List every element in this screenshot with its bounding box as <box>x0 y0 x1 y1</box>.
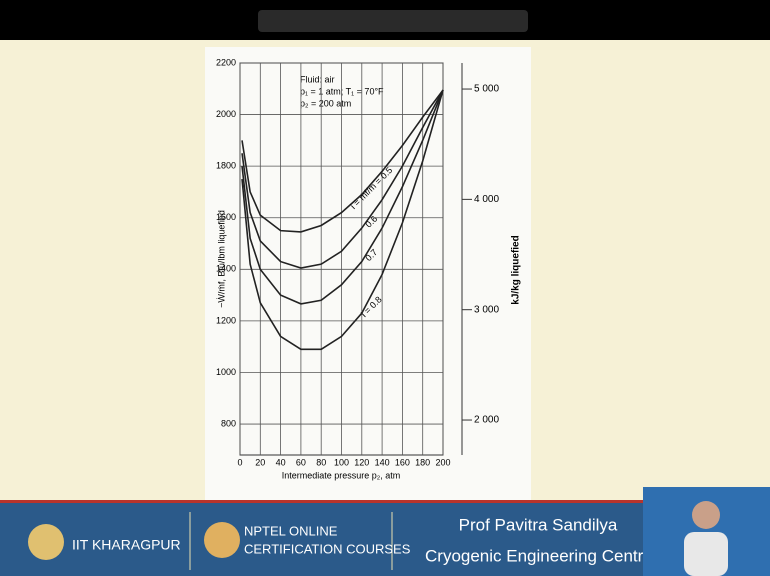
y-tick-label: 2200 <box>216 57 236 67</box>
screen: IIT KHARAGPUR NPTEL ONLINE CERTIFICATION… <box>0 0 770 576</box>
nptel-line2: CERTIFICATION COURSES <box>244 541 411 556</box>
y-tick-label: 1400 <box>216 264 236 274</box>
x-tick-label: 100 <box>334 457 349 467</box>
annotation: p₂ = 200 atm <box>300 98 351 108</box>
x-tick-label: 200 <box>435 457 450 467</box>
x-tick-label: 80 <box>316 457 326 467</box>
x-tick-label: 120 <box>354 457 369 467</box>
x-tick-label: 160 <box>395 457 410 467</box>
y-tick-label: 800 <box>221 418 236 428</box>
nptel-logo <box>204 522 240 558</box>
y-tick-label: 1600 <box>216 212 236 222</box>
y2-axis-label: kJ/kg liquefied <box>511 235 522 304</box>
institute: IIT KHARAGPUR <box>72 537 181 553</box>
presenter-body <box>684 532 728 576</box>
y-tick-label: 2000 <box>216 109 236 119</box>
y2-tick-label: 3 000 <box>474 304 499 315</box>
presenter: Prof Pavitra Sandilya <box>459 515 618 534</box>
y-tick-label: 1000 <box>216 367 236 377</box>
annotation: p₁ = 1 atm; T₁ = 70°F <box>300 86 384 96</box>
x-tick-label: 0 <box>237 457 242 467</box>
y-tick-label: 1200 <box>216 315 236 325</box>
y2-tick-label: 5 000 <box>474 84 499 95</box>
y-tick-label: 1800 <box>216 161 236 171</box>
y2-tick-label: 4 000 <box>474 194 499 205</box>
annotation: Fluid: air <box>300 74 335 84</box>
y-axis-label: −Ẇ/ṁf, Btu/lbm liquefied <box>216 210 226 308</box>
x-tick-label: 40 <box>276 457 286 467</box>
toolbar[interactable] <box>258 10 528 32</box>
x-tick-label: 20 <box>255 457 265 467</box>
x-axis-label: Intermediate pressure p₂, atm <box>282 470 401 480</box>
presenter-head <box>692 501 720 529</box>
x-tick-label: 60 <box>296 457 306 467</box>
x-tick-label: 140 <box>375 457 390 467</box>
nptel-line1: NPTEL ONLINE <box>244 523 338 538</box>
course: Cryogenic Engineering Centre <box>425 546 653 565</box>
y2-tick-label: 2 000 <box>474 415 499 426</box>
x-tick-label: 180 <box>415 457 430 467</box>
chart: IIT KHARAGPUR NPTEL ONLINE CERTIFICATION… <box>0 0 770 576</box>
iit-logo <box>28 524 64 560</box>
